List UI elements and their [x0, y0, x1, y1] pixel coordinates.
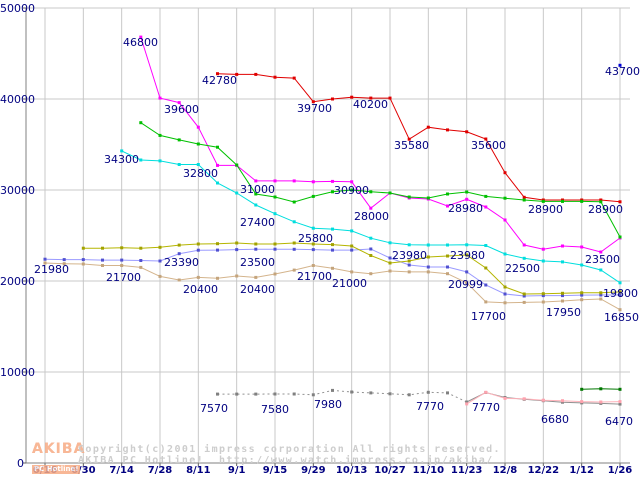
- watermark-pc-hotline-text: PC Hotline!: [32, 465, 81, 474]
- watermark-akiba-text: AKIBA: [32, 441, 86, 457]
- copyright-line-2: AKIBA PC Hotline! http://www.watch.impre…: [78, 455, 494, 466]
- akiba-watermark-logo: AKIBA PC Hotline!: [32, 441, 86, 475]
- copyright-line-1: Copyright(c)2001 impress corporation All…: [78, 444, 501, 455]
- copyright-text: Copyright(c)2001 impress corporation All…: [78, 444, 501, 466]
